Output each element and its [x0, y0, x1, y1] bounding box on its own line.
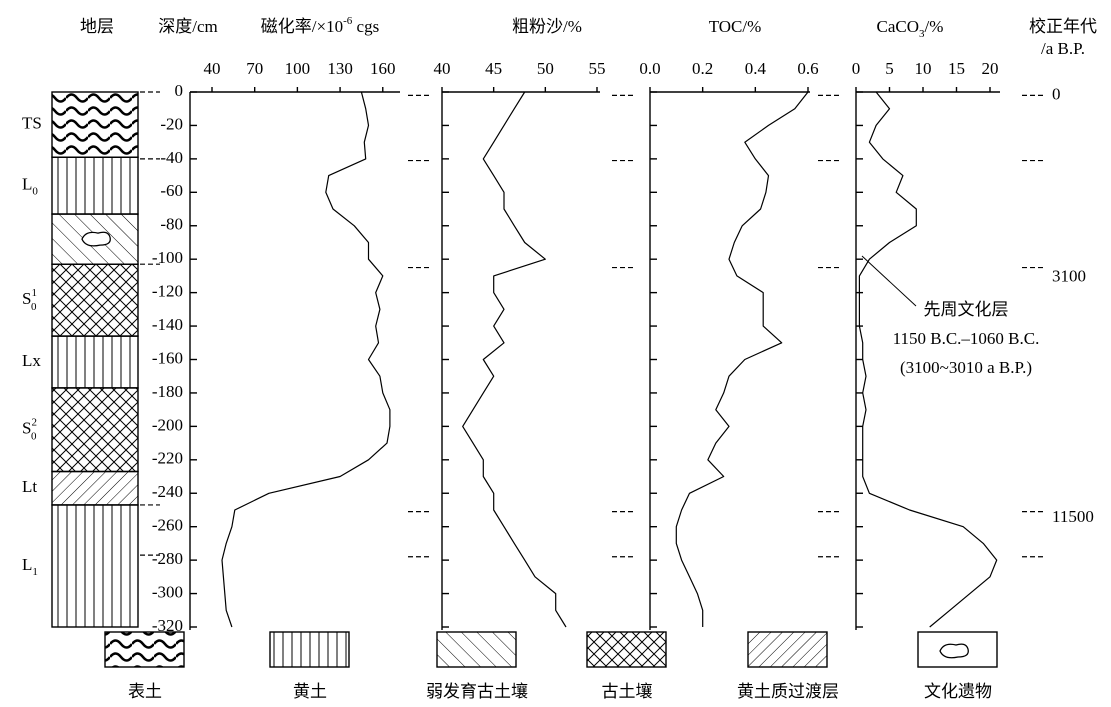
annotation: 先周文化层 [924, 300, 1009, 319]
depth-tick-label: -60 [160, 181, 183, 200]
depth-tick-label: -20 [160, 114, 183, 133]
profile-line [222, 92, 390, 627]
text-part: L [22, 555, 32, 574]
annotation-leader [862, 256, 916, 306]
panel-title: CaCO3/% [877, 17, 944, 40]
panel-title: TOC/% [709, 17, 762, 36]
panel-title: 粗粉沙/% [512, 17, 582, 36]
legend-label: 黄土质过渡层 [737, 682, 839, 701]
depth-tick-label: -120 [152, 282, 183, 301]
x-tick-label: 45 [485, 59, 502, 78]
stratum [52, 92, 138, 157]
age-label: 3100 [1052, 266, 1086, 285]
legend-swatch [105, 632, 184, 667]
stratum-label: Lt [22, 477, 37, 496]
x-tick-label: 40 [434, 59, 451, 78]
text-part: L [22, 175, 32, 194]
stratum [52, 157, 138, 214]
age-unit: /a B.P. [1041, 39, 1085, 58]
legend-label: 弱发育古土壤 [426, 681, 528, 701]
depth-tick-label: 0 [175, 81, 184, 100]
x-tick-label: 130 [327, 59, 353, 78]
text-part: 粗粉沙/% [512, 17, 582, 36]
legend-label: 黄土 [293, 682, 327, 701]
stratum-label: L0 [22, 175, 38, 198]
age-label: 11500 [1052, 507, 1094, 526]
stratum [52, 388, 138, 472]
x-tick-label: 0.6 [797, 59, 818, 78]
x-tick-label: 20 [982, 59, 999, 78]
x-tick-label: 55 [589, 59, 606, 78]
stratum-label: L1 [22, 555, 38, 578]
x-tick-label: 100 [285, 59, 311, 78]
x-tick-label: 0 [852, 59, 861, 78]
depth-tick-label: -80 [160, 215, 183, 234]
text-part: 0 [31, 301, 37, 313]
depth-tick-label: -180 [152, 382, 183, 401]
legend-label: 古土壤 [602, 681, 653, 701]
legend-swatch [270, 632, 349, 667]
stratum [52, 505, 138, 627]
x-tick-label: 40 [204, 59, 221, 78]
text-part: 0 [31, 430, 37, 442]
text-part: Lt [22, 477, 37, 496]
profile-line [463, 92, 566, 627]
stratum-label: TS [22, 114, 42, 133]
depth-tick-label: -220 [152, 449, 183, 468]
depth-axis-title: 深度/cm [158, 17, 218, 36]
text-part: 磁化率/×10 [261, 17, 343, 36]
stratum-label: Lx [22, 351, 41, 370]
text-part: cgs [352, 17, 379, 36]
culture-relic [82, 232, 110, 246]
depth-tick-label: -260 [152, 516, 183, 535]
depth-tick-label: -40 [160, 148, 183, 167]
x-tick-label: 10 [915, 59, 932, 78]
x-tick-label: 15 [948, 59, 965, 78]
x-tick-label: 5 [885, 59, 894, 78]
legend-swatch [748, 632, 827, 667]
depth-tick-label: -300 [152, 582, 183, 601]
depth-tick-label: -200 [152, 415, 183, 434]
text-part: /% [925, 17, 944, 36]
profile-line [676, 92, 808, 627]
legend-label: 表土 [128, 682, 162, 701]
text-part: 2 [31, 416, 37, 428]
text-part: TS [22, 114, 42, 133]
x-tick-label: 160 [370, 59, 396, 78]
depth-tick-label: -280 [152, 549, 183, 568]
annotation: (3100~3010 a B.P.) [900, 358, 1032, 377]
text-part: Lx [22, 351, 41, 370]
depth-tick-label: -240 [152, 482, 183, 501]
age-label: 0 [1052, 84, 1061, 103]
culture-relic [940, 644, 968, 658]
stratum [52, 336, 138, 388]
text-part: 1 [31, 287, 37, 299]
annotation: 1150 B.C.–1060 B.C. [893, 329, 1040, 348]
x-tick-label: 0.4 [745, 59, 767, 78]
text-part: CaCO [877, 17, 920, 36]
legend-label: 文化遗物 [924, 682, 992, 701]
depth-tick-label: -140 [152, 315, 183, 334]
strata-header: 地层 [80, 17, 114, 36]
x-tick-label: 70 [246, 59, 263, 78]
x-tick-label: 0.2 [692, 59, 713, 78]
text-part: TOC/% [709, 17, 762, 36]
panel-title: 磁化率/×10-6 cgs [261, 15, 379, 36]
legend-swatch [587, 632, 666, 667]
depth-tick-label: -100 [152, 248, 183, 267]
text-part: 0 [32, 185, 38, 197]
stratum [52, 472, 138, 505]
age-header: 校正年代 [1029, 17, 1097, 36]
figure: 地层TSL0S10LxS20LtL1深度/cm0-20-40-60-80-100… [0, 0, 1111, 707]
stratum [52, 264, 138, 336]
depth-tick-label: -160 [152, 348, 183, 367]
legend-swatch [437, 632, 516, 667]
x-tick-label: 0.0 [639, 59, 660, 78]
text-part: 1 [32, 566, 38, 578]
x-tick-label: 50 [537, 59, 554, 78]
